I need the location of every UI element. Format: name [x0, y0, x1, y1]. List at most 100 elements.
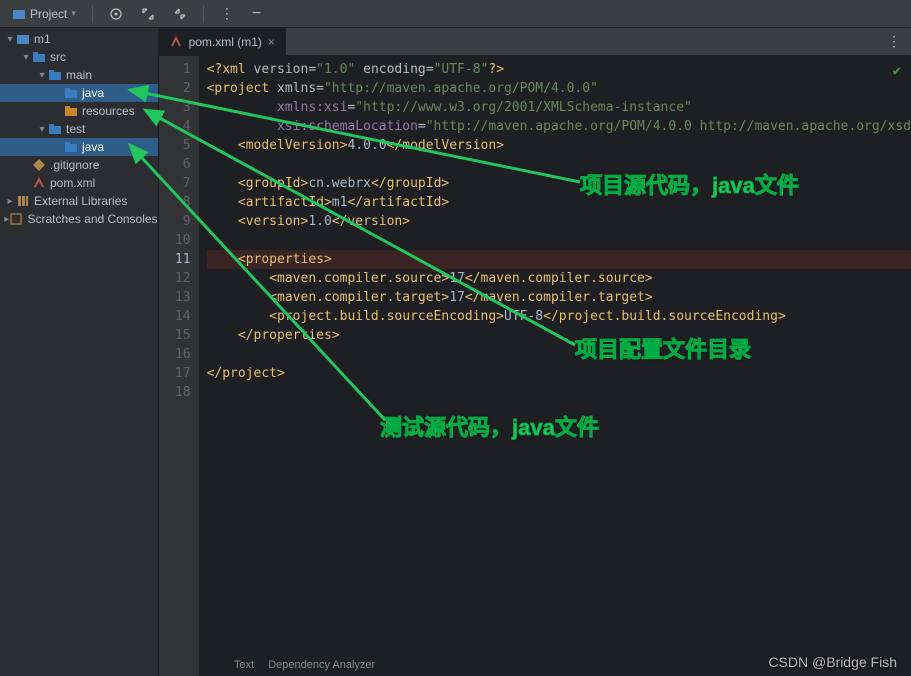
- tree-item-label: main: [66, 68, 92, 82]
- tree-chevron-icon: ▸: [4, 196, 16, 207]
- watermark: CSDN @Bridge Fish: [768, 654, 897, 670]
- code-line[interactable]: <maven.compiler.target>17</maven.compile…: [207, 288, 911, 307]
- scratch-icon: [9, 212, 23, 226]
- tree-item-external-libraries[interactable]: ▸ External Libraries: [0, 192, 158, 210]
- folder-blue-icon: [32, 50, 46, 64]
- gutter-line: 6: [159, 155, 191, 174]
- tree-item-label: External Libraries: [34, 194, 127, 208]
- footer-tab-dependency[interactable]: Dependency Analyzer: [268, 659, 375, 671]
- tree-item-label: src: [50, 50, 66, 64]
- gutter-line: 13: [159, 288, 191, 307]
- project-tree-panel: ▾m1▾src▾mainjavaresources▾testjava.gitig…: [0, 28, 159, 676]
- editor-area: pom.xml (m1) × ⋮ 12345678910111213141516…: [159, 28, 911, 676]
- tab-title: pom.xml (m1): [189, 35, 262, 49]
- tree-item-label: pom.xml: [50, 176, 95, 190]
- tree-item-pom-xml[interactable]: pom.xml: [0, 174, 158, 192]
- code-line[interactable]: </project>: [207, 364, 911, 383]
- line-gutter: 123456789101112131415161718: [159, 56, 199, 676]
- collapse-icon[interactable]: [167, 5, 193, 23]
- gutter-line: 2: [159, 79, 191, 98]
- editor-tabs: pom.xml (m1) × ⋮: [159, 28, 911, 56]
- code-line[interactable]: <version>1.0</version>: [207, 212, 911, 231]
- tree-chevron-icon: ▾: [20, 52, 32, 63]
- gutter-line: 12: [159, 269, 191, 288]
- code-line[interactable]: <properties>: [207, 250, 911, 269]
- status-ok-icon: ✔: [893, 62, 901, 81]
- gutter-line: 9: [159, 212, 191, 231]
- chevron-down-icon: ▾: [71, 8, 76, 19]
- folder-blue-icon: [64, 140, 78, 154]
- editor-tabs-more[interactable]: ⋮: [887, 33, 911, 50]
- tree-item-m1[interactable]: ▾ m1: [0, 30, 158, 48]
- main-toolbar: Project ▾ ⋮ −: [0, 0, 911, 28]
- code-line[interactable]: </properties>: [207, 326, 911, 345]
- gutter-line: 18: [159, 383, 191, 402]
- expand-icon[interactable]: [135, 5, 161, 23]
- code-line[interactable]: [207, 383, 911, 402]
- gutter-line: 4: [159, 117, 191, 136]
- tree-item-label: resources: [82, 104, 135, 118]
- code-line[interactable]: [207, 345, 911, 364]
- tab-pomxml[interactable]: pom.xml (m1) ×: [159, 28, 286, 55]
- gutter-line: 8: [159, 193, 191, 212]
- tree-chevron-icon: ▾: [36, 70, 48, 81]
- footer-tab-text[interactable]: Text: [234, 659, 254, 671]
- folder-blue-icon: [48, 122, 62, 136]
- project-label: Project: [30, 7, 67, 21]
- code-line[interactable]: <?xml version="1.0" encoding="UTF-8"?>: [207, 60, 911, 79]
- tree-chevron-icon: ▾: [36, 124, 48, 135]
- toolbar-divider: [92, 5, 93, 23]
- git-icon: [32, 158, 46, 172]
- folder-blue-icon: [48, 68, 62, 82]
- tree-item-scratches-and-consoles[interactable]: ▸Scratches and Consoles: [0, 210, 158, 228]
- code-line[interactable]: <groupId>cn.webrx</groupId>: [207, 174, 911, 193]
- gutter-line: 11: [159, 250, 191, 269]
- lib-icon: [16, 194, 30, 208]
- gutter-line: 10: [159, 231, 191, 250]
- gutter-line: 5: [159, 136, 191, 155]
- tree-item-label: Scratches and Consoles: [27, 212, 157, 226]
- tree-chevron-icon: ▾: [4, 34, 16, 45]
- project-icon: [12, 7, 26, 21]
- editor-footer-tabs: Text Dependency Analyzer: [220, 654, 375, 676]
- tree-item-src[interactable]: ▾ src: [0, 48, 158, 66]
- hide-icon[interactable]: −: [246, 3, 267, 25]
- tree-item-label: java: [82, 86, 104, 100]
- more-icon[interactable]: ⋮: [214, 3, 240, 24]
- project-dropdown[interactable]: Project ▾: [6, 5, 82, 23]
- tree-item-main[interactable]: ▾ main: [0, 66, 158, 84]
- tree-item-java[interactable]: java: [0, 138, 158, 156]
- code-line[interactable]: <modelVersion>4.0.0</modelVersion>: [207, 136, 911, 155]
- tree-item-test[interactable]: ▾ test: [0, 120, 158, 138]
- folder-orange-icon: [64, 104, 78, 118]
- tree-item-resources[interactable]: resources: [0, 102, 158, 120]
- gutter-line: 1: [159, 60, 191, 79]
- code-content[interactable]: <?xml version="1.0" encoding="UTF-8"?><p…: [199, 56, 911, 676]
- maven-icon: [169, 35, 183, 49]
- gutter-line: 16: [159, 345, 191, 364]
- tree-item-label: test: [66, 122, 85, 136]
- tree-item--gitignore[interactable]: .gitignore: [0, 156, 158, 174]
- code-line[interactable]: [207, 231, 911, 250]
- folder-blue-icon: [64, 86, 78, 100]
- tree-item-label: m1: [34, 32, 51, 46]
- editor-body[interactable]: 123456789101112131415161718 <?xml versio…: [159, 56, 911, 676]
- toolbar-divider: [203, 5, 204, 23]
- gutter-line: 14: [159, 307, 191, 326]
- code-line[interactable]: <maven.compiler.source>17</maven.compile…: [207, 269, 911, 288]
- gutter-line: 15: [159, 326, 191, 345]
- code-line[interactable]: xmlns:xsi="http://www.w3.org/2001/XMLSch…: [207, 98, 911, 117]
- gutter-line: 17: [159, 364, 191, 383]
- maven-icon: [32, 176, 46, 190]
- code-line[interactable]: [207, 155, 911, 174]
- close-icon[interactable]: ×: [268, 35, 275, 49]
- gutter-line: 3: [159, 98, 191, 117]
- tree-item-label: java: [82, 140, 104, 154]
- gutter-line: 7: [159, 174, 191, 193]
- tree-item-java[interactable]: java: [0, 84, 158, 102]
- code-line[interactable]: <project.build.sourceEncoding>UTF-8</pro…: [207, 307, 911, 326]
- target-icon[interactable]: [103, 5, 129, 23]
- code-line[interactable]: xsi:schemaLocation="http://maven.apache.…: [207, 117, 911, 136]
- code-line[interactable]: <project xmlns="http://maven.apache.org/…: [207, 79, 911, 98]
- code-line[interactable]: <artifactId>m1</artifactId>: [207, 193, 911, 212]
